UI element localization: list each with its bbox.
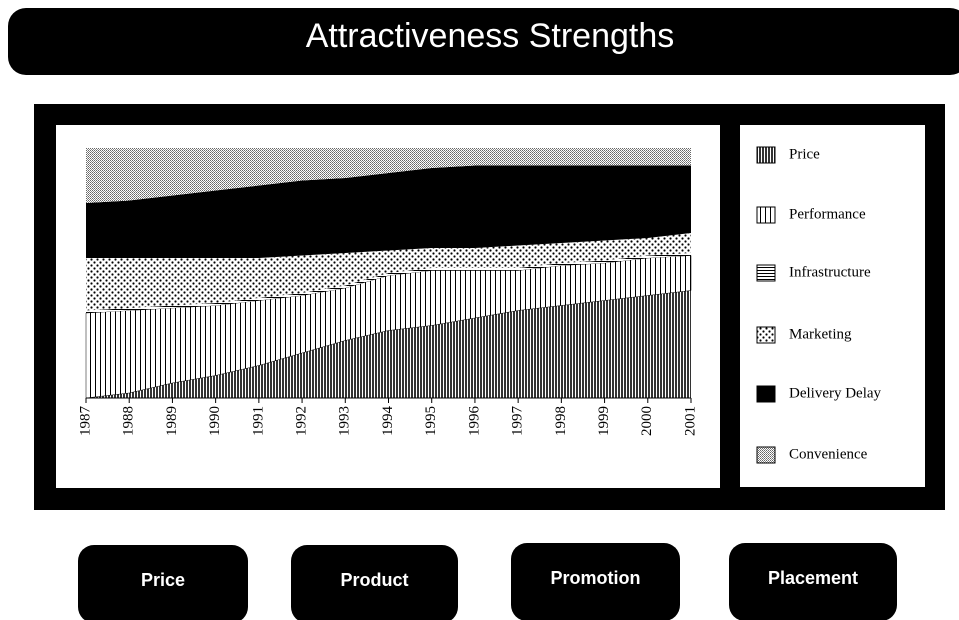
legend-label: Delivery Delay: [789, 385, 882, 401]
x-tick-label: 1997: [510, 406, 526, 437]
header-bar: [8, 8, 959, 75]
x-tick-label: 1993: [337, 406, 353, 436]
x-tick-label: 1999: [596, 406, 612, 436]
legend-label: Infrastructure: [789, 264, 871, 280]
legend-swatch: [756, 206, 776, 224]
button[interactable]: [78, 545, 248, 620]
legend-swatch: [756, 446, 776, 464]
x-tick-label: 1998: [553, 406, 569, 436]
legend-swatch: [756, 146, 776, 164]
button-label[interactable]: Placement: [768, 568, 858, 588]
button-label[interactable]: Price: [141, 570, 185, 590]
x-tick-label: 1994: [380, 406, 396, 437]
area: [86, 165, 691, 258]
legend-swatch: [756, 385, 776, 403]
x-tick-label: 1988: [121, 406, 137, 436]
legend-label: Price: [789, 146, 820, 162]
legend-label: Performance: [789, 206, 866, 222]
area: [86, 253, 691, 313]
x-tick-label: 1991: [250, 406, 266, 436]
legend-swatch: [756, 264, 776, 282]
x-tick-label: 1995: [423, 406, 439, 436]
area: [86, 233, 691, 311]
x-tick-label: 1990: [207, 406, 223, 436]
x-tick-label: 1992: [294, 406, 310, 436]
area: [86, 290, 691, 398]
header-title: Attractiveness Strengths: [306, 17, 675, 55]
x-tick-label: 1987: [77, 406, 93, 437]
button[interactable]: [291, 545, 458, 620]
button-label[interactable]: Promotion: [551, 568, 641, 588]
area: [86, 148, 691, 203]
x-tick-label: 2001: [682, 406, 698, 436]
legend-panel: [740, 125, 925, 487]
x-tick-label: 1989: [164, 406, 180, 436]
button-label[interactable]: Product: [340, 570, 408, 590]
button[interactable]: [729, 543, 897, 620]
legend-label: Convenience: [789, 446, 868, 462]
x-tick-label: 2000: [639, 406, 655, 436]
button[interactable]: [511, 543, 680, 620]
legend-label: Marketing: [789, 326, 852, 342]
x-tick-label: 1996: [466, 406, 482, 437]
legend-swatch: [756, 326, 776, 344]
